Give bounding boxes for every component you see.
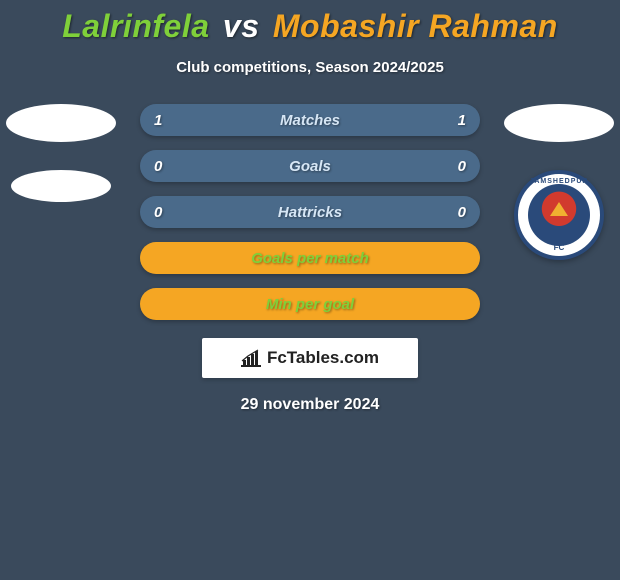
player1-name: Lalrinfela [62,8,209,44]
bar-chart-icon [241,349,261,367]
stats-list: 1 Matches 1 0 Goals 0 0 Hattricks 0 Goals per mat… [140,104,480,320]
stat-right-value: 1 [458,112,466,129]
vs-text: vs [223,8,260,44]
team-logo-placeholder-left-2 [11,170,111,202]
page-title: Lalrinfela vs Mobashir Rahman [0,0,620,45]
left-logo-column [6,104,116,202]
date-text: 29 november 2024 [0,396,620,414]
stat-left-value: 1 [154,112,162,129]
team-logo-placeholder-right-1 [504,104,614,142]
stat-label: Min per goal [266,296,354,313]
badge-shield-icon [528,184,590,246]
stat-row-goals: 0 Goals 0 [140,150,480,182]
stat-right-value: 0 [458,158,466,175]
team-logo-placeholder-left-1 [6,104,116,142]
jamshedpur-badge: JAMSHEDPUR FC [514,170,604,260]
stat-label: Hattricks [278,204,342,221]
stat-left-value: 0 [154,158,162,175]
brand-box[interactable]: FcTables.com [202,338,418,378]
badge-bottom-text: FC [518,243,600,252]
content-area: JAMSHEDPUR FC 1 Matches 1 0 Goals 0 0 Hattricks… [0,104,620,414]
stat-row-goals-per-match: Goals per match [140,242,480,274]
stat-right-value: 0 [458,204,466,221]
player2-name: Mobashir Rahman [273,8,558,44]
stat-row-hattricks: 0 Hattricks 0 [140,196,480,228]
subtitle: Club competitions, Season 2024/2025 [0,59,620,76]
stat-label: Matches [280,112,340,129]
stat-row-min-per-goal: Min per goal [140,288,480,320]
stat-left-value: 0 [154,204,162,221]
stat-label: Goals [289,158,331,175]
right-logo-column: JAMSHEDPUR FC [504,104,614,260]
brand-text: FcTables.com [267,348,379,368]
stat-row-matches: 1 Matches 1 [140,104,480,136]
stat-label: Goals per match [251,250,369,267]
